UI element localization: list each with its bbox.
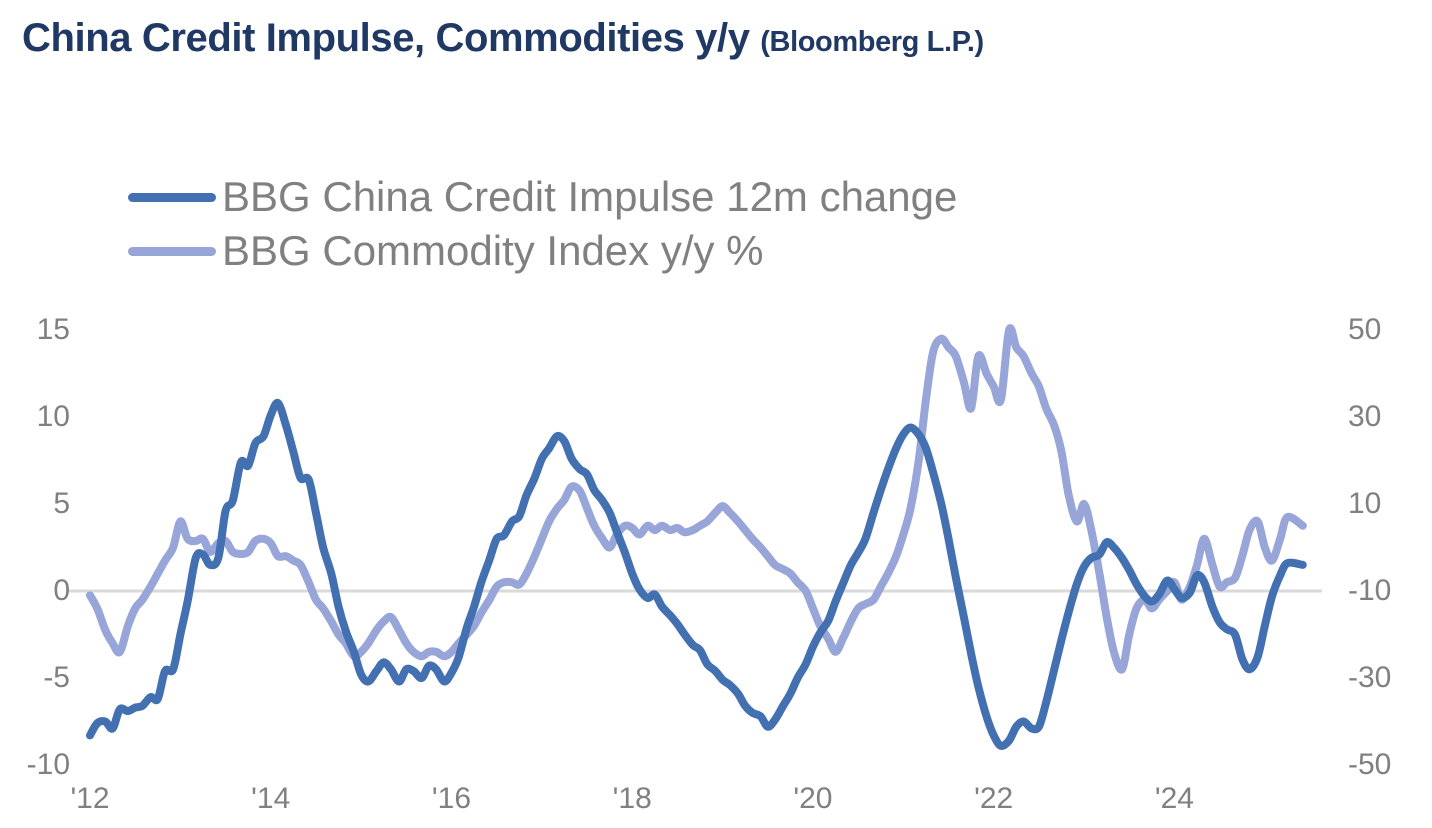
legend-swatch-commodity-index: [128, 246, 216, 256]
legend-swatch-credit-impulse: [128, 192, 216, 202]
y-axis-left-tick: 10: [36, 400, 70, 433]
x-axis-tick: '18: [612, 782, 652, 815]
x-axis-tick: '20: [793, 782, 833, 815]
x-axis-tick: '12: [70, 782, 110, 815]
y-axis-right-tick: -30: [1348, 661, 1392, 694]
y-axis-right-tick: 10: [1348, 487, 1382, 520]
y-axis-right-tick: -50: [1348, 748, 1392, 781]
legend-item-credit-impulse: BBG China Credit Impulse 12m change: [128, 170, 957, 224]
x-axis-tick: '24: [1154, 782, 1194, 815]
y-axis-left-tick: -5: [43, 661, 70, 694]
x-axis-tick: '16: [431, 782, 472, 815]
x-axis-tick: '22: [974, 782, 1014, 815]
title-source: (Bloomberg L.P.): [760, 26, 984, 58]
y-axis-right-tick: -10: [1348, 574, 1392, 607]
y-axis-left-tick: 0: [53, 574, 70, 607]
legend-item-commodity-index: BBG Commodity Index y/y %: [128, 224, 957, 278]
y-axis-left-tick: 5: [53, 487, 70, 520]
y-axis-left-tick: -10: [26, 748, 70, 781]
title-main: China Credit Impulse, Commodities y/y: [22, 16, 761, 60]
x-axis-tick: '14: [251, 782, 291, 815]
series-line-credit-impulse: [86, 398, 1307, 750]
y-axis-right-tick: 30: [1348, 400, 1382, 433]
series-line-commodity-index: [86, 324, 1307, 674]
y-axis-left-tick: 15: [36, 313, 70, 346]
y-axis-right-tick: 50: [1348, 313, 1382, 346]
legend-label-commodity-index: BBG Commodity Index y/y %: [222, 227, 764, 274]
legend-label-credit-impulse: BBG China Credit Impulse 12m change: [222, 173, 958, 220]
page-title: China Credit Impulse, Commodities y/y (B…: [22, 16, 984, 61]
chart-legend: BBG China Credit Impulse 12m change BBG …: [128, 170, 957, 278]
